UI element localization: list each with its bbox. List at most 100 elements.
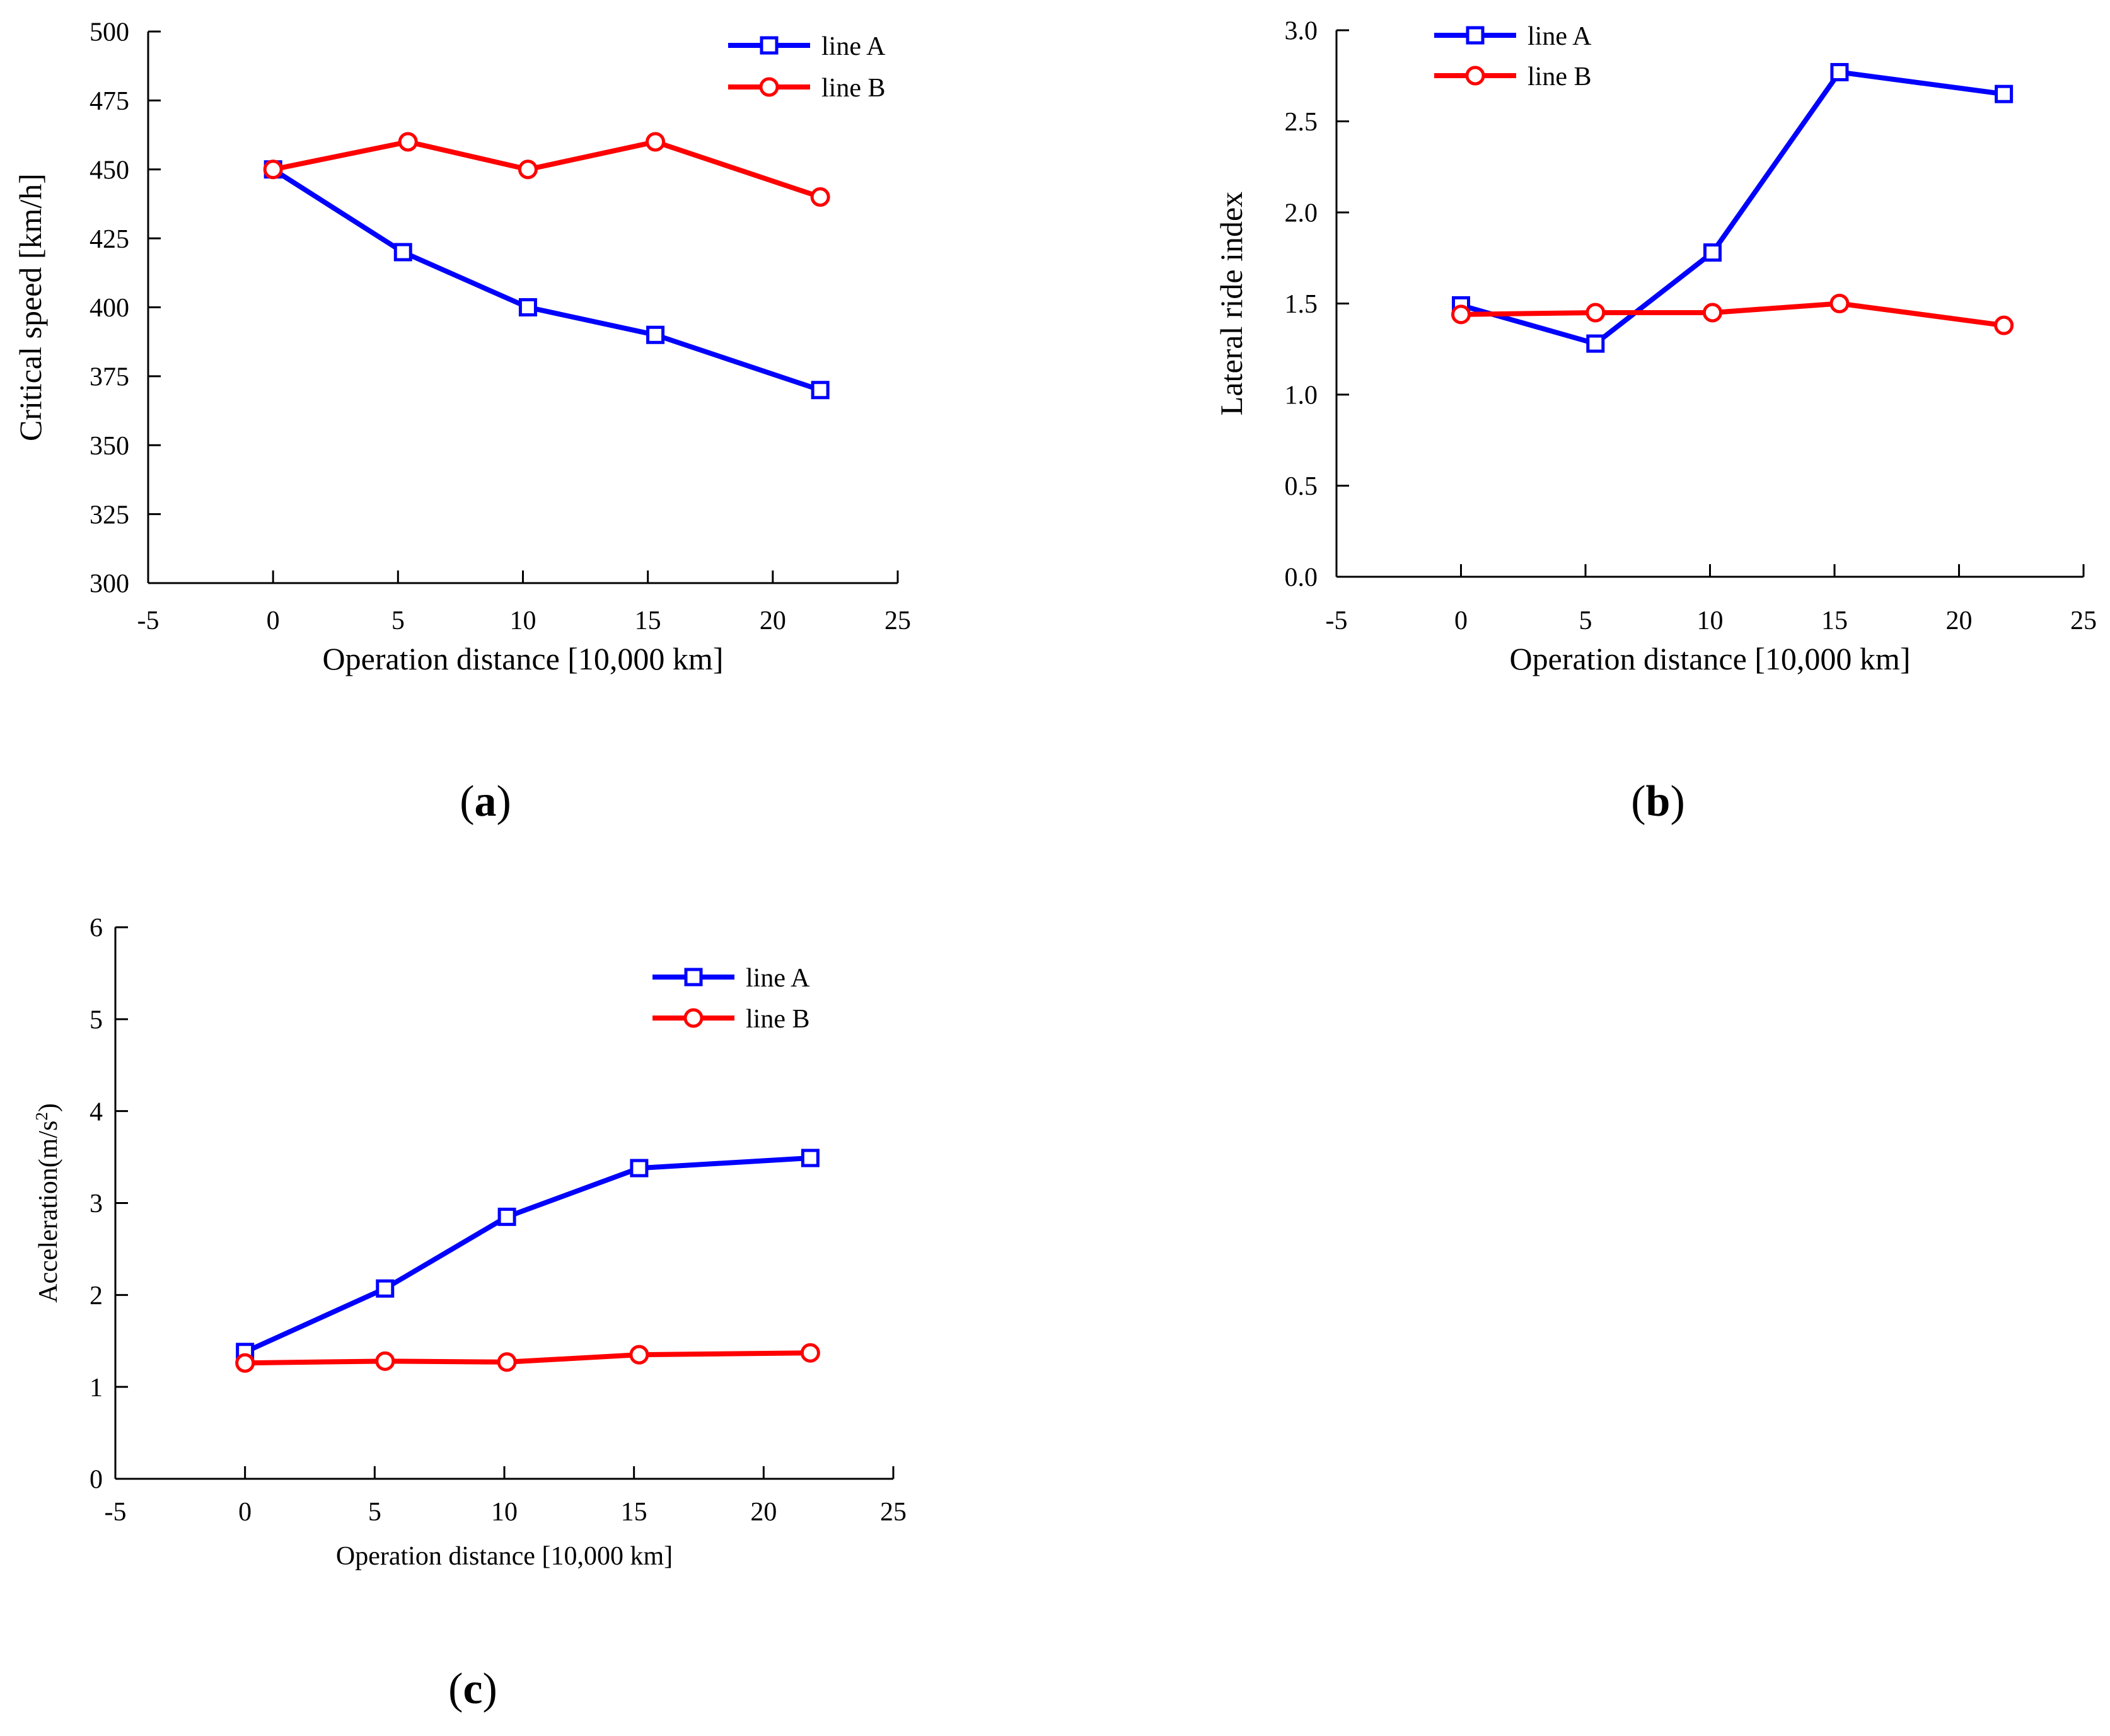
y-tick-label: 4 (90, 1097, 103, 1126)
y-tick-label: 3 (90, 1189, 103, 1218)
data-point-line-a (376, 1279, 395, 1298)
y-axis-title: Acceleration(m/s2) (32, 1103, 63, 1303)
data-point-line-b (800, 1343, 820, 1363)
x-tick-label: 20 (1946, 606, 1973, 635)
panel-label-a: (a) (460, 777, 511, 826)
x-tick-label: 25 (884, 606, 911, 635)
chart-panel-a: -5 0 5 10 15 20 25 300 325 350 375 400 425 450 475 500 O… (13, 18, 911, 676)
legend-label-line-b: line B (746, 1005, 810, 1034)
legend-marker-line-a (684, 968, 703, 987)
y-tick-label: 5 (90, 1006, 103, 1035)
legend-label-line-a: line A (821, 32, 886, 61)
legend-label-line-a: line A (746, 964, 810, 993)
y-tick-label: 350 (90, 432, 129, 461)
data-point-line-b (263, 159, 283, 180)
y-axis-title: Lateral ride index (1214, 192, 1249, 415)
panel-label-c: (c) (448, 1665, 497, 1713)
x-tick-label: 10 (1697, 606, 1724, 635)
legend-marker-line-b (759, 77, 779, 97)
x-tick-label: -5 (105, 1498, 127, 1527)
data-point-line-a (646, 325, 665, 344)
x-tick-label: 0 (1454, 606, 1468, 635)
x-tick-label: 5 (1579, 606, 1592, 635)
x-tick-label: 25 (2070, 606, 2097, 635)
x-tick-label: 5 (391, 606, 405, 635)
y-tick-label: 0.5 (1285, 472, 1318, 501)
legend-marker-line-b (683, 1008, 704, 1028)
x-tick-label: 20 (750, 1498, 777, 1527)
x-tick-label: 15 (621, 1498, 647, 1527)
y-tick-label: 1 (90, 1374, 103, 1403)
legend-marker-line-a (1466, 26, 1485, 45)
data-point-line-a (1586, 334, 1605, 353)
data-point-line-b (646, 132, 666, 152)
x-tick-label: 15 (635, 606, 661, 635)
y-axis-title: Critical speed [km/h] (13, 173, 48, 441)
x-tick-label: 0 (238, 1498, 252, 1527)
y-tick-label: 6 (90, 914, 103, 943)
y-tick-label: 500 (90, 18, 129, 47)
data-point-line-b (1702, 303, 1722, 323)
x-axis-title: Operation distance [10,000 km] (1510, 641, 1911, 676)
x-tick-label: -5 (1326, 606, 1348, 635)
y-tick-label: 0 (90, 1466, 103, 1495)
x-tick-label: -5 (137, 606, 159, 635)
data-point-line-a (1830, 62, 1849, 81)
data-point-line-b (398, 132, 418, 152)
y-tick-label: 425 (90, 225, 129, 254)
data-point-line-a (801, 1149, 820, 1167)
y-tick-label: 300 (90, 570, 129, 599)
data-point-line-b (1585, 303, 1606, 323)
y-tick-label: 400 (90, 294, 129, 323)
x-tick-label: 10 (491, 1498, 518, 1527)
legend-label-line-a: line A (1527, 22, 1592, 51)
chart-panel-b: -5 0 5 10 15 20 25 0.0 0.5 1.0 1.5 2.0 2.5 3.0 Operati… (1214, 17, 2097, 676)
series-line-line-a (1460, 69, 2005, 347)
y-tick-label: 0.0 (1285, 564, 1318, 593)
x-tick-label: 5 (368, 1498, 381, 1527)
data-point-line-a (811, 381, 830, 400)
data-point-line-b (375, 1351, 395, 1371)
legend-marker-line-b (1465, 66, 1485, 86)
y-tick-label: 3.0 (1285, 17, 1318, 46)
y-tick-label: 2.0 (1285, 199, 1318, 228)
x-tick-label: 10 (510, 606, 536, 635)
legend-label-line-b: line B (1527, 62, 1592, 91)
data-point-line-b (629, 1345, 649, 1365)
y-tick-label: 2.5 (1285, 108, 1318, 137)
series-line-line-b (272, 139, 821, 200)
data-point-line-b (497, 1352, 517, 1372)
data-point-line-b (810, 187, 830, 207)
data-point-line-a (518, 298, 537, 316)
x-axis-title: Operation distance [10,000 km] (336, 1542, 673, 1571)
data-point-line-b (1994, 315, 2014, 335)
x-axis-title: Operation distance [10,000 km] (323, 641, 724, 676)
data-point-line-b (235, 1353, 255, 1373)
legend-marker-line-a (760, 36, 779, 55)
x-tick-label: 0 (267, 606, 280, 635)
y-tick-label: 450 (90, 156, 129, 185)
y-tick-label: 375 (90, 363, 129, 392)
data-point-line-a (630, 1159, 649, 1178)
legend-label-line-b: line B (821, 74, 886, 103)
x-tick-label: 20 (760, 606, 786, 635)
series-line-line-a (244, 1155, 811, 1355)
x-tick-label: 15 (1821, 606, 1848, 635)
data-point-line-a (1995, 84, 2014, 103)
x-tick-label: 25 (880, 1498, 907, 1527)
data-point-line-a (1703, 243, 1722, 262)
y-tick-label: 1.5 (1285, 290, 1318, 319)
data-point-line-a (497, 1207, 516, 1226)
series-line-line-b (245, 1350, 811, 1366)
y-tick-label: 475 (90, 87, 129, 116)
panel-label-b: (b) (1631, 777, 1685, 826)
data-point-line-b (518, 159, 538, 180)
y-tick-label: 2 (90, 1282, 103, 1311)
data-point-line-a (393, 243, 412, 262)
series-line-line-a (272, 167, 821, 393)
data-point-line-b (1829, 294, 1850, 313)
y-tick-label: 1.0 (1285, 381, 1318, 410)
data-point-line-b (1451, 304, 1471, 325)
